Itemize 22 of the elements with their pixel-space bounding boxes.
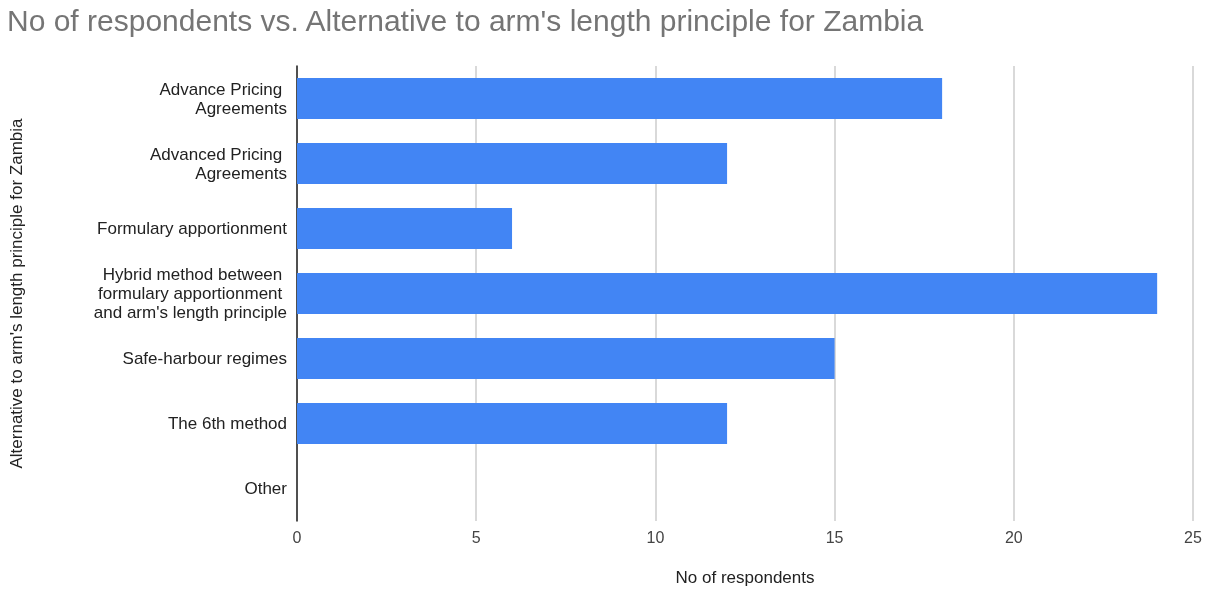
x-tick-label: 20 <box>1004 528 1023 546</box>
bar <box>297 338 835 379</box>
bar <box>297 143 728 184</box>
y-tick-label: Safe-harbour regimes <box>122 349 287 368</box>
y-tick-label: The 6th method <box>167 414 287 433</box>
y-tick-label: Formulary apportionment <box>97 219 288 238</box>
x-tick-label: 15 <box>825 528 844 546</box>
x-tick-label: 5 <box>471 528 481 546</box>
chart-title: No of respondents vs. Alternative to arm's length principle for Zambia <box>7 3 924 37</box>
bar <box>297 403 728 444</box>
x-tick-label: 10 <box>646 528 665 546</box>
y-tick-label: Advance Pricing Agreements <box>159 79 287 118</box>
x-tick-label: 0 <box>292 528 302 546</box>
x-axis-title: No of respondents <box>675 568 815 587</box>
bar <box>297 78 943 119</box>
y-tick-label: Hybrid method between formulary apportionment and arm's length principle <box>93 265 287 322</box>
y-tick-label: Advanced Pricing Agreements <box>149 144 287 183</box>
y-axis-title: Alternative to arm's length principle for Zambia <box>7 117 26 469</box>
x-tick-label: 25 <box>1184 528 1202 546</box>
y-tick-label: Other <box>244 479 288 498</box>
bar <box>297 273 1158 314</box>
bar <box>297 208 513 249</box>
